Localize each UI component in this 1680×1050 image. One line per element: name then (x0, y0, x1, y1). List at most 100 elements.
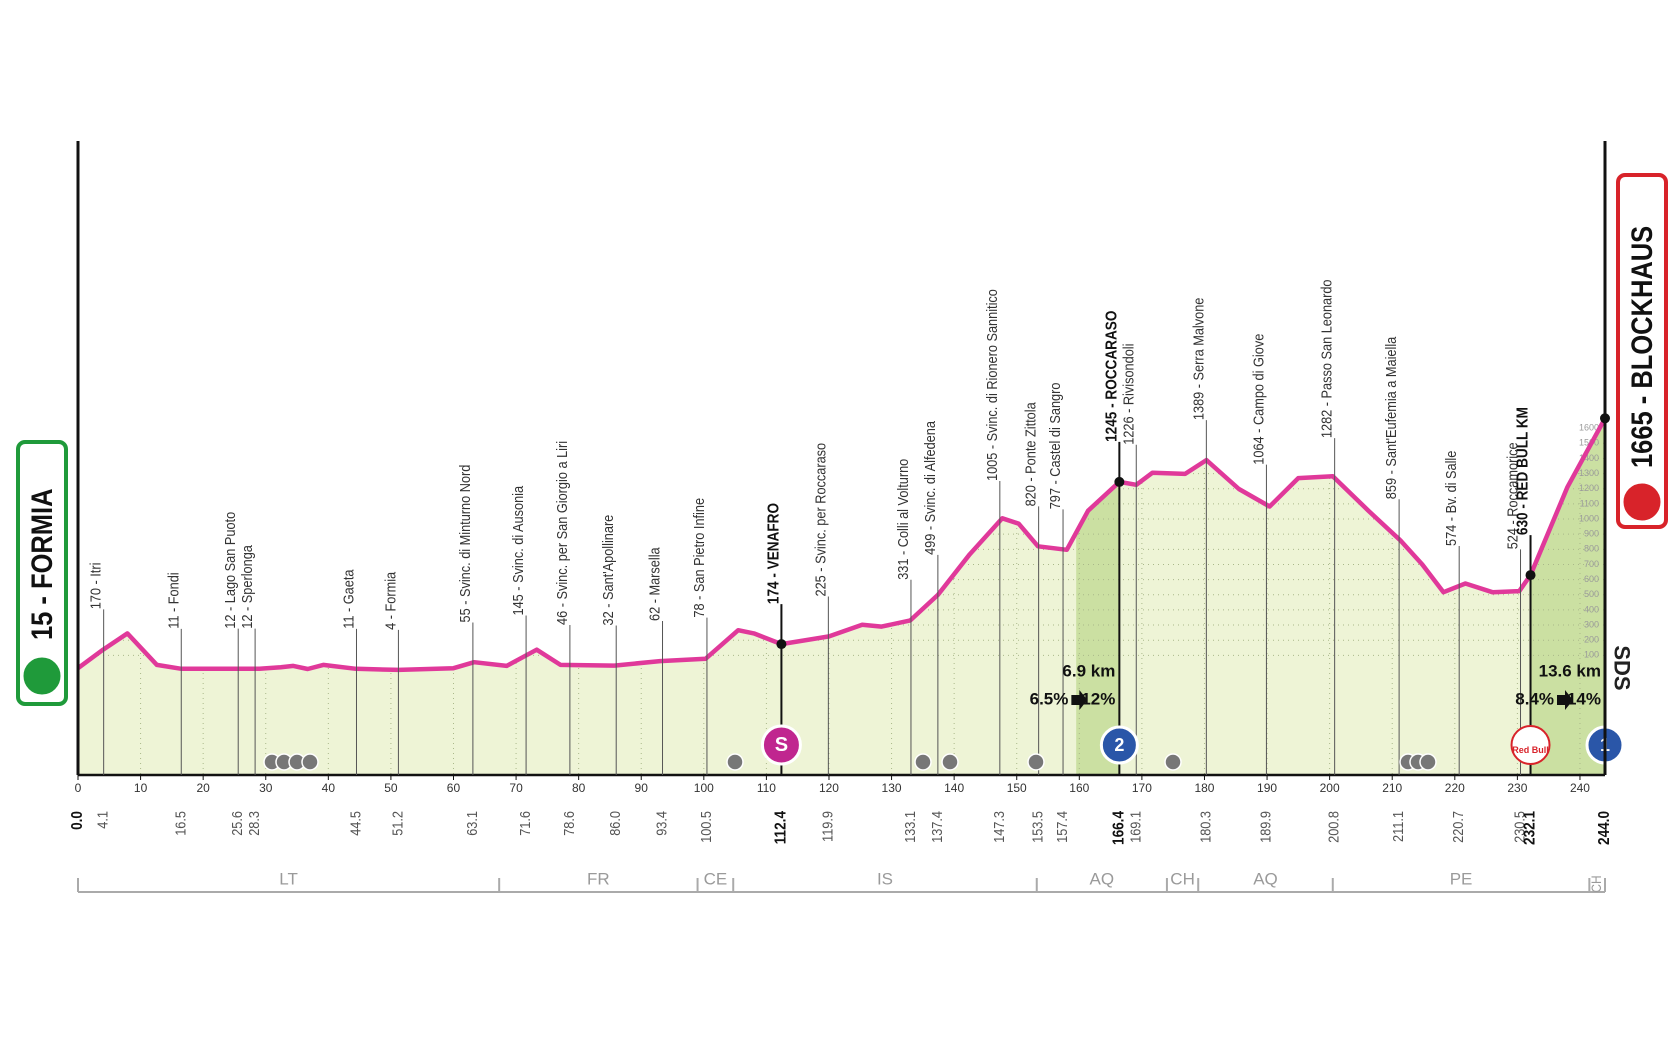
y-tick-label: 500 (1584, 589, 1599, 599)
province-label: FR (587, 869, 610, 888)
x-tick-label: 20 (196, 781, 210, 795)
finish-label: 1665 - BLOCKHAUS (1625, 226, 1658, 468)
x-tick-label: 190 (1257, 781, 1277, 795)
km-label: 211.1 (1389, 811, 1406, 842)
climb-max: 14% (1567, 689, 1601, 708)
x-tick-label: 170 (1132, 781, 1152, 795)
finish-icon (1620, 480, 1664, 524)
x-tick-label: 70 (509, 781, 523, 795)
climb-average: 6.5% (1030, 689, 1069, 708)
main-layer: 1002003004005006007008009001000110012001… (69, 279, 1625, 893)
y-tick-label: 800 (1584, 544, 1599, 554)
km-label: 100.5 (697, 811, 714, 843)
y-tick-label: 1500 (1579, 438, 1599, 448)
province-label: LT (279, 869, 298, 888)
y-tick-label: 300 (1584, 619, 1599, 629)
x-tick-label: 230 (1507, 781, 1527, 795)
km-label: 28.3 (245, 811, 262, 836)
waypoint-label: 11 - Gaeta (339, 569, 356, 628)
x-tick-label: 130 (882, 781, 902, 795)
area-layer (78, 418, 1605, 775)
km-label: 220.7 (1449, 811, 1466, 843)
province-label: IS (877, 869, 893, 888)
km-label: 137.4 (928, 811, 945, 843)
x-tick-label: 50 (384, 781, 398, 795)
km-label: 63.1 (463, 811, 480, 836)
province-label: AQ (1090, 869, 1115, 888)
y-tick-label: 1000 (1579, 513, 1599, 523)
y-tick-label: 700 (1584, 559, 1599, 569)
x-tick-label: 100 (694, 781, 714, 795)
x-tick-label: 150 (1007, 781, 1027, 795)
km-label: 230.5 (1510, 811, 1527, 843)
y-tick-label: 1300 (1579, 468, 1599, 478)
x-tick-label: 10 (134, 781, 148, 795)
start-box: 15 - FORMIA (16, 440, 68, 706)
finish-frame (1616, 173, 1668, 529)
x-tick-label: 220 (1445, 781, 1465, 795)
km-label: 157.4 (1053, 811, 1070, 843)
y-tick-label: 1200 (1579, 483, 1599, 493)
province-label: CE (704, 869, 728, 888)
climb-average: 8.4% (1515, 689, 1554, 708)
crossing-icon (1164, 753, 1182, 771)
waypoint-label: 1226 - Rivisondoli (1119, 344, 1136, 445)
y-tick-label: 600 (1584, 574, 1599, 584)
waypoint-label: 1245 - ROCCARASO (1103, 311, 1120, 442)
tunnel-icon (301, 753, 319, 771)
x-tick-label: 90 (635, 781, 649, 795)
waypoint-label: 859 - Sant'Eufemia a Maiella (1382, 337, 1399, 500)
waypoint-label: 225 - Svinc. per Roccaraso (811, 443, 828, 597)
km-label: 0.0 (69, 811, 86, 830)
tunnel-icon (1419, 753, 1437, 771)
climb-max: 12% (1081, 689, 1115, 708)
waypoint-label: 331 - Colli al Volturno (894, 458, 911, 579)
km-label: 180.3 (1196, 811, 1213, 843)
km-label: 16.5 (171, 811, 188, 836)
waypoint-label: 524 - Roccamorice (1503, 442, 1520, 549)
start-icon (20, 654, 64, 698)
crossing-icon (1027, 753, 1045, 771)
sprint-badge (760, 724, 802, 766)
x-tick-label: 110 (757, 781, 776, 795)
waypoint-label: 630 - RED BULL KM (1515, 407, 1532, 535)
waypoint-label: 32 - Sant'Apollinare (599, 514, 616, 625)
km-label: 189.9 (1256, 811, 1273, 843)
x-tick-label: 180 (1194, 781, 1214, 795)
x-tick-label: 160 (1069, 781, 1089, 795)
climb-arrow (1557, 690, 1573, 710)
km-label: 244.0 (1596, 811, 1613, 845)
kom-badge (1099, 725, 1139, 765)
waypoint-dot (776, 639, 787, 650)
waypoint-label: 499 - Svinc. di Alfedena (921, 421, 938, 555)
profile-area (78, 418, 1605, 775)
km-label: 200.8 (1325, 811, 1342, 843)
waypoint-label: 574 - Bv. di Salle (1442, 450, 1459, 546)
waypoint-dot (1114, 476, 1125, 487)
y-tick-label: 100 (1584, 650, 1599, 660)
province-label: CH (1588, 875, 1604, 892)
km-label: 147.3 (990, 811, 1007, 843)
x-tick-label: 140 (944, 781, 964, 795)
waypoint-label: 1064 - Campo di Giove (1249, 333, 1266, 464)
km-label: 166.4 (1111, 810, 1128, 845)
waypoint-label: 4 - Formia (381, 572, 398, 630)
waypoint-label: 78 - San Pietro Infine (690, 498, 707, 618)
route-icons (263, 753, 1437, 771)
y-tick-label: 400 (1584, 604, 1599, 614)
km-label: 169.1 (1126, 811, 1143, 843)
waypoint-label: 797 - Castel di Sangro (1046, 382, 1063, 509)
km-label: 153.5 (1029, 811, 1046, 843)
waypoint-label: 1005 - Svinc. di Rionero Sannitico (983, 289, 1000, 481)
km-label: 232.1 (1522, 811, 1539, 845)
y-tick-label: 200 (1584, 635, 1599, 645)
waypoint-label: 62 - Marsella (645, 547, 662, 621)
x-tick-label: 0 (75, 781, 82, 795)
x-tick-label: 60 (447, 781, 461, 795)
climb-length: 13.6 km (1539, 661, 1601, 680)
province-label: CH (1170, 869, 1195, 888)
tunnel-icon (726, 753, 744, 771)
x-tick-label: 240 (1570, 781, 1590, 795)
km-label: 86.0 (606, 811, 623, 836)
